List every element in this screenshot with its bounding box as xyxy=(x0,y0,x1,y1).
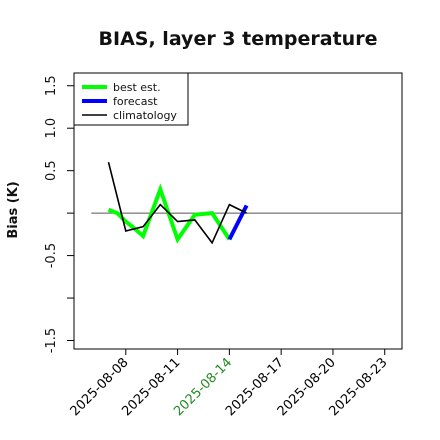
series-line-climatology xyxy=(107,162,247,245)
legend-label: climatology xyxy=(113,109,177,122)
plot-frame xyxy=(73,72,403,350)
y-tick-label: 1.5 xyxy=(44,75,59,96)
y-axis-label: Bias (K) xyxy=(6,181,21,238)
y-tick-label: -1.5 xyxy=(44,328,59,353)
series-line-best-est xyxy=(107,183,232,244)
series-line-forecast xyxy=(227,204,249,241)
y-tick-label: -0.5 xyxy=(44,243,59,268)
chart-title: BIAS, layer 3 temperature xyxy=(99,28,378,50)
legend-label: best est. xyxy=(113,81,161,94)
y-tick-label: 0.5 xyxy=(44,160,59,181)
legend-label: forecast xyxy=(113,95,158,108)
plot-area: -1.5-0.50.51.01.52025-08-082025-08-11202… xyxy=(44,72,403,419)
y-tick-label: 1.0 xyxy=(44,118,59,139)
